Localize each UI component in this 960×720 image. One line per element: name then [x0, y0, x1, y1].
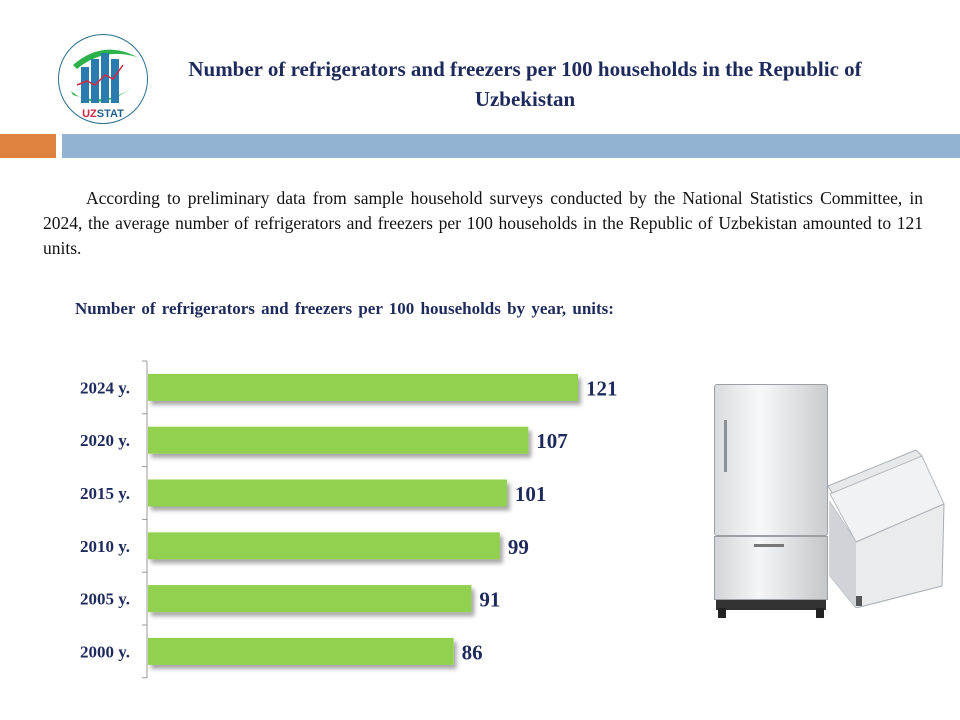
data-label: 86 — [462, 640, 483, 664]
bar — [148, 637, 454, 665]
svg-text:UZSTAT: UZSTAT — [82, 108, 124, 120]
bar — [148, 426, 529, 454]
data-label: 121 — [586, 376, 618, 400]
refrigerator-image — [714, 384, 828, 618]
category-label: 2000 y. — [80, 642, 130, 661]
bar — [148, 373, 578, 401]
data-label: 91 — [479, 588, 500, 612]
accent-bar-blue — [62, 134, 960, 158]
page-title: Number of refrigerators and freezers per… — [188, 57, 862, 111]
category-label: 2015 y. — [80, 484, 130, 503]
uzstat-logo: UZSTAT — [58, 34, 148, 124]
category-label: 2024 y. — [80, 378, 130, 397]
intro-paragraph: According to preliminary data from sampl… — [43, 188, 923, 258]
bar — [148, 585, 472, 613]
category-label: 2005 y. — [80, 590, 130, 609]
category-label: 2010 y. — [80, 537, 130, 556]
accent-bar-orange — [0, 134, 56, 158]
data-label: 101 — [515, 482, 547, 506]
bar — [148, 532, 500, 560]
bar — [148, 479, 507, 507]
chart-title: Number of refrigerators and freezers per… — [75, 299, 614, 318]
data-label: 107 — [536, 429, 568, 453]
category-label: 2020 y. — [80, 431, 130, 450]
data-label: 99 — [508, 535, 529, 559]
chest-freezer-image — [827, 449, 945, 608]
